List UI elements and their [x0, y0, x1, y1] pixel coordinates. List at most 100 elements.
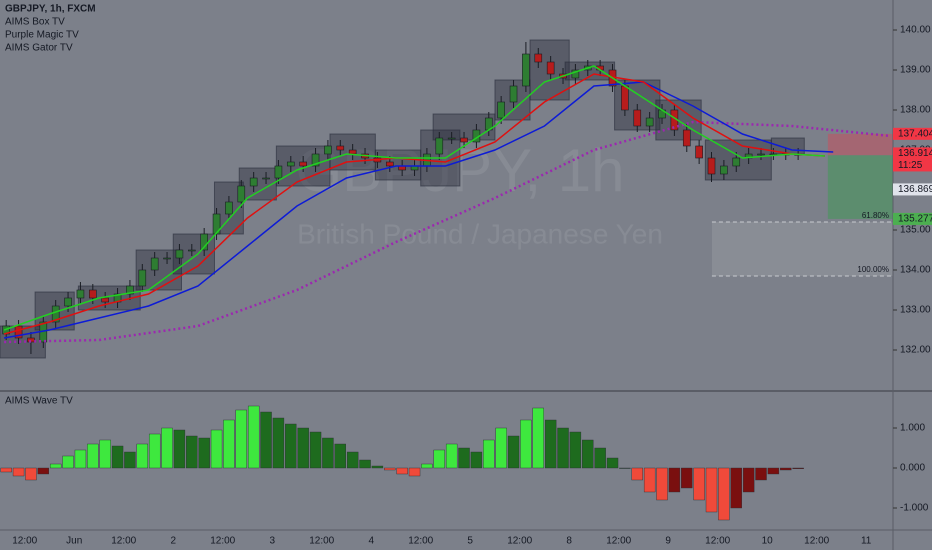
x-tick-label: 9: [665, 536, 671, 547]
wave-bar: [532, 407, 544, 469]
x-tick-label: 12:00: [12, 536, 37, 547]
wave-bar: [544, 419, 557, 469]
wave-bar: [557, 427, 569, 469]
wave-bar: [433, 449, 445, 469]
watermark-subtitle: British Pound / Japanese Yen: [297, 218, 663, 249]
wave-bar: [705, 467, 718, 513]
x-tick-label: 12:00: [705, 536, 730, 547]
candle-body: [150, 257, 159, 271]
wave-bar: [507, 435, 520, 469]
wave-bar: [606, 457, 619, 469]
price-tag-label: 136.869: [898, 184, 932, 195]
candle-body: [138, 269, 147, 287]
stop-zone: [827, 133, 893, 156]
wave-bar: [730, 467, 742, 509]
y-tick-label: 139.00: [900, 65, 931, 76]
countdown-label: 11:25: [898, 160, 923, 171]
wave-bar: [210, 429, 223, 469]
indicator-name: AIMS Box TV: [5, 17, 65, 28]
candle-body: [447, 137, 456, 140]
price-tag: [893, 212, 932, 225]
candle-body: [385, 161, 394, 167]
wave-bar: [681, 467, 693, 489]
fib-label: 61.80%: [862, 211, 889, 220]
candle-body: [348, 149, 357, 155]
wave-bar: [173, 429, 186, 469]
x-tick-label: 11: [861, 536, 872, 547]
candle-body: [522, 53, 530, 87]
x-tick-label: 12:00: [309, 536, 334, 547]
x-tick-label: 12:00: [606, 536, 631, 547]
wave-bar: [643, 467, 656, 493]
wave-bar: [198, 437, 210, 469]
wave-bar: [247, 405, 260, 469]
wave-bar: [780, 467, 792, 471]
indicator-line: [3, 65, 825, 331]
wave-bar: [74, 449, 87, 469]
y-tick-label: 140.00: [900, 25, 931, 36]
wave-bar: [483, 439, 495, 469]
candle-body: [534, 53, 543, 63]
candle-body: [101, 297, 109, 303]
candle-body: [249, 177, 258, 187]
wave-bar: [99, 439, 111, 469]
wave-bar: [396, 467, 408, 475]
range-box: [238, 167, 277, 201]
x-tick-label: 12:00: [804, 536, 829, 547]
candle-body: [311, 153, 320, 167]
candle-body: [126, 285, 134, 295]
wave-bar: [87, 443, 99, 469]
price-tag-label: 136.914: [898, 148, 932, 159]
wave-bar: [186, 435, 198, 469]
wave-bar: [37, 467, 50, 475]
wave-bar: [297, 427, 309, 469]
wave-bar: [346, 451, 359, 469]
chart-title: GBPJPY, 1h, FXCM: [5, 4, 96, 15]
wave-bar: [619, 467, 631, 469]
wave-bar: [111, 445, 124, 469]
candle-body: [707, 157, 716, 175]
wave-bar: [124, 451, 136, 469]
wave-bar: [309, 431, 322, 469]
x-tick-label: 12:00: [507, 536, 532, 547]
wave-bar: [384, 467, 396, 471]
wave-bar: [458, 447, 470, 469]
wave-bar: [495, 427, 507, 469]
wave-bar: [0, 467, 12, 473]
candle-body: [274, 165, 283, 179]
fib-zone: [711, 222, 893, 276]
y-tick-label: 135.00: [900, 225, 931, 236]
wave-bar: [631, 467, 643, 481]
y-tick-label: 0.000: [900, 463, 925, 474]
wave-bar: [285, 423, 297, 469]
wave-bar: [322, 437, 334, 469]
wave-bar: [25, 467, 37, 481]
candle-body: [509, 85, 518, 103]
countdown-tag: [893, 159, 932, 172]
y-tick-label: 134.00: [900, 265, 931, 276]
y-tick-label: 133.00: [900, 305, 931, 316]
candle-body: [89, 289, 97, 299]
x-tick-label: 12:00: [408, 536, 433, 547]
x-tick-label: 12:00: [210, 536, 235, 547]
wave-bar: [470, 451, 483, 469]
y-tick-label: 1.000: [900, 423, 925, 434]
candle-body: [286, 161, 295, 167]
indicator-name: Purple Magic TV: [5, 30, 79, 41]
x-tick-label: 8: [566, 536, 572, 547]
candle-body: [497, 101, 505, 119]
wave-bar: [718, 467, 730, 521]
candle-body: [336, 145, 345, 151]
candle-body: [64, 297, 72, 307]
wave-bar: [235, 409, 247, 469]
x-tick-label: 2: [170, 536, 176, 547]
price-tag: [893, 147, 932, 160]
wave-bar: [594, 447, 606, 469]
x-tick-label: Jun: [66, 536, 82, 547]
wave-bar: [668, 467, 681, 493]
wave-bar: [520, 419, 532, 469]
x-tick-label: 3: [269, 536, 275, 547]
wave-bar: [62, 455, 74, 469]
candle-body: [175, 249, 184, 259]
